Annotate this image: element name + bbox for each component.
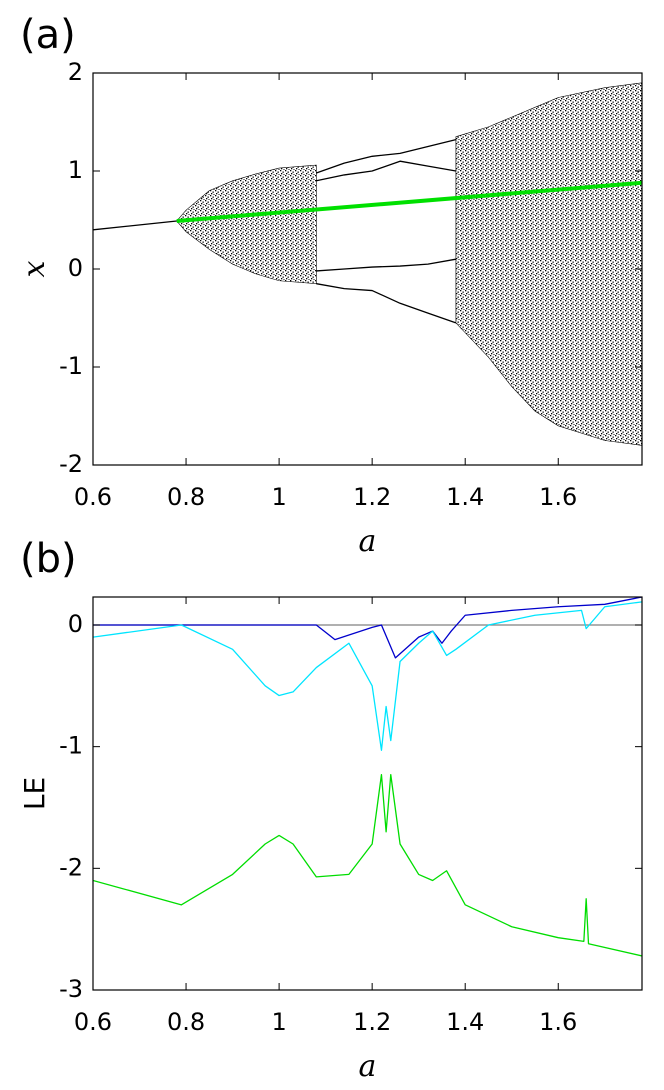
y-tick-label: -3 xyxy=(59,975,83,1003)
x-axis-label: a xyxy=(359,524,377,559)
plot-area xyxy=(93,82,642,446)
x-tick-label: 1 xyxy=(271,483,286,511)
x-tick-label: 1.4 xyxy=(446,483,484,511)
series-line xyxy=(316,139,457,174)
y-tick-label: 0 xyxy=(68,254,83,282)
series-line xyxy=(316,283,457,324)
panel-label: (b) xyxy=(20,536,77,582)
series-line xyxy=(93,597,642,659)
chaotic-band xyxy=(176,164,317,285)
x-tick-label: 1.2 xyxy=(353,1008,391,1036)
x-axis-label: a xyxy=(359,1049,377,1084)
y-tick-label: -2 xyxy=(59,450,83,478)
x-tick-label: 1 xyxy=(271,1008,286,1036)
x-tick-label: 0.8 xyxy=(167,1008,205,1036)
x-tick-label: 0.6 xyxy=(74,1008,112,1036)
series-line xyxy=(316,160,457,182)
series-line xyxy=(93,773,642,957)
chaotic-band xyxy=(455,82,642,446)
y-tick-label: -2 xyxy=(59,853,83,881)
y-axis-label: LE xyxy=(18,777,51,810)
x-tick-label: 0.6 xyxy=(74,483,112,511)
y-tick-label: 1 xyxy=(68,156,83,184)
plot-area xyxy=(93,597,642,957)
x-tick-label: 1.2 xyxy=(353,483,391,511)
series-line xyxy=(316,258,457,272)
y-tick-label: -1 xyxy=(59,352,83,380)
y-tick-label: 2 xyxy=(68,58,83,86)
y-axis-label: x xyxy=(17,260,52,277)
x-tick-label: 1.6 xyxy=(539,1008,577,1036)
panel-label: (a) xyxy=(20,12,76,58)
series-line xyxy=(93,601,642,751)
x-tick-label: 1.6 xyxy=(539,483,577,511)
y-tick-label: 0 xyxy=(68,610,83,638)
y-tick-label: -1 xyxy=(59,732,83,760)
axes-frame xyxy=(92,596,643,991)
series-line xyxy=(93,220,177,231)
series-line xyxy=(176,180,642,223)
x-tick-label: 1.4 xyxy=(446,1008,484,1036)
x-tick-label: 0.8 xyxy=(167,483,205,511)
